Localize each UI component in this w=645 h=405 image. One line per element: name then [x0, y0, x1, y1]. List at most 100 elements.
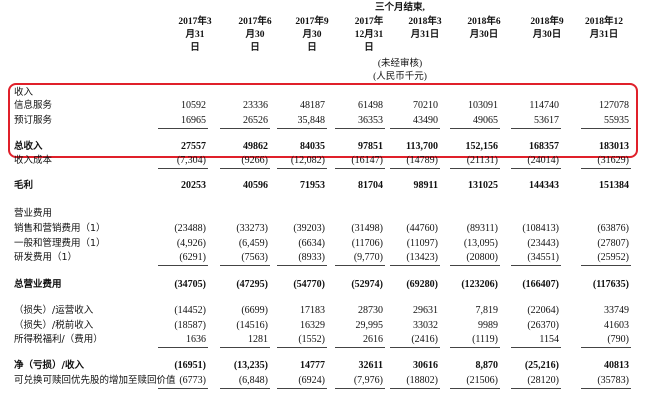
- cell-value: (69280): [406, 279, 438, 290]
- cell-value: 2616: [363, 334, 383, 345]
- cell-value: (39203): [293, 223, 325, 234]
- row-label: 总收入: [14, 141, 43, 152]
- column-header: 12月31: [354, 30, 384, 40]
- underline: [158, 388, 208, 389]
- row-label: 收入: [14, 87, 34, 98]
- underline: [581, 388, 631, 389]
- row-label: 信息服务: [14, 100, 53, 111]
- column-header: 2018年6: [467, 17, 501, 27]
- cell-value: (9,770): [353, 252, 383, 263]
- cell-value: (25,216): [524, 360, 559, 371]
- underline: [158, 265, 208, 266]
- underline: [220, 347, 270, 348]
- cell-value: (20800): [466, 252, 498, 263]
- cell-value: 97851: [358, 141, 383, 152]
- underline: [220, 168, 270, 169]
- cell-value: (27807): [597, 238, 629, 249]
- cell-value: 81704: [358, 180, 383, 191]
- cell-value: (47295): [236, 279, 268, 290]
- cell-value: (2416): [411, 334, 438, 345]
- cell-value: 20253: [181, 180, 206, 191]
- underline: [581, 128, 631, 129]
- column-header: 2017年: [354, 17, 384, 27]
- underline: [335, 168, 385, 169]
- underline: [581, 168, 631, 169]
- row-label: 销售和营销费用（1）: [14, 223, 106, 234]
- underline: [450, 265, 500, 266]
- cell-value: (166407): [522, 279, 559, 290]
- cell-value: (7563): [241, 252, 268, 263]
- underline: [220, 265, 270, 266]
- cell-value: 43490: [413, 115, 438, 126]
- cell-value: (16951): [174, 360, 206, 371]
- row-label: 毛利: [14, 180, 34, 191]
- underline: [450, 168, 500, 169]
- cell-value: 40813: [604, 360, 629, 371]
- underline: [390, 347, 440, 348]
- cell-value: 61498: [358, 100, 383, 111]
- underline: [450, 128, 500, 129]
- cell-value: 10592: [181, 100, 206, 111]
- cell-value: (22064): [527, 305, 559, 316]
- cell-value: 33032: [413, 320, 438, 331]
- underline: [511, 168, 561, 169]
- cell-value: 16965: [181, 115, 206, 126]
- cell-value: (31498): [351, 223, 383, 234]
- cell-value: 9989: [478, 320, 498, 331]
- underline: [390, 388, 440, 389]
- underline: [511, 128, 561, 129]
- cell-value: (34551): [527, 252, 559, 263]
- underline: [450, 388, 500, 389]
- cell-value: (790): [607, 334, 629, 345]
- cell-value: (123206): [461, 279, 498, 290]
- cell-value: (6291): [179, 252, 206, 263]
- cell-value: 114740: [529, 100, 559, 111]
- cell-value: 8,870: [475, 360, 499, 371]
- unit-note: (人民币千元): [373, 72, 427, 82]
- cell-value: 70210: [413, 100, 438, 111]
- cell-value: 33749: [604, 305, 629, 316]
- cell-value: 49065: [473, 115, 498, 126]
- cell-value: (9266): [241, 155, 268, 166]
- cell-value: (54770): [293, 279, 325, 290]
- cell-value: (7,976): [353, 375, 383, 386]
- cell-value: 27557: [181, 141, 206, 152]
- cell-value: 71953: [300, 180, 325, 191]
- cell-value: (35783): [597, 375, 629, 386]
- cell-value: (63876): [597, 223, 629, 234]
- cell-value: 29,995: [355, 320, 384, 331]
- cell-value: (26370): [527, 320, 559, 331]
- column-header: 月30: [302, 30, 322, 40]
- underline: [511, 347, 561, 348]
- cell-value: (23443): [527, 238, 559, 249]
- cell-value: (33273): [236, 223, 268, 234]
- cell-value: 32611: [358, 360, 383, 371]
- column-header: 日: [364, 43, 374, 53]
- row-label: 总营业费用: [14, 279, 62, 290]
- cell-value: (117635): [592, 279, 629, 290]
- column-header: 2017年6: [238, 17, 272, 27]
- underline: [581, 265, 631, 266]
- underline: [277, 168, 327, 169]
- cell-value: 152,156: [465, 141, 499, 152]
- cell-value: (12,082): [290, 155, 325, 166]
- column-header: 日: [250, 43, 260, 53]
- underline: [335, 265, 385, 266]
- cell-value: 30616: [413, 360, 438, 371]
- cell-value: (4,926): [176, 238, 206, 249]
- cell-value: 1636: [186, 334, 206, 345]
- cell-value: (6,848): [238, 375, 268, 386]
- underline: [390, 128, 440, 129]
- cell-value: (34705): [174, 279, 206, 290]
- audit-note: (未经审核): [377, 59, 423, 69]
- cell-value: (108413): [522, 223, 559, 234]
- underline: [220, 388, 270, 389]
- cell-value: 26526: [243, 115, 268, 126]
- cell-value: 28730: [358, 305, 383, 316]
- row-label: 一般和管理费用（1）: [14, 238, 106, 249]
- underline: [450, 347, 500, 348]
- cell-value: (11706): [351, 238, 383, 249]
- column-header: 日: [190, 43, 200, 53]
- row-label: 研发费用（1）: [14, 252, 78, 263]
- row-label: （损失）/税前收入: [14, 320, 94, 331]
